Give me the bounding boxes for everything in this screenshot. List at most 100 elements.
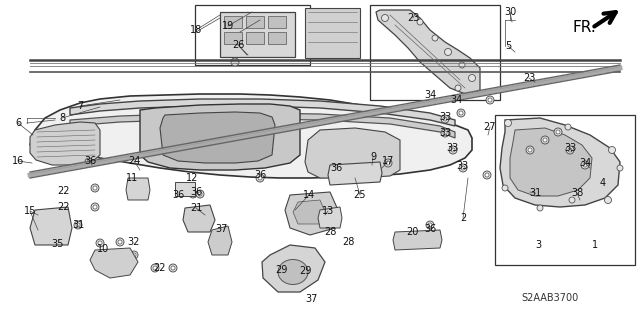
Circle shape — [483, 171, 491, 179]
Text: 23: 23 — [523, 73, 535, 83]
Text: 36: 36 — [330, 163, 342, 173]
Circle shape — [91, 184, 99, 192]
Text: FR.: FR. — [572, 20, 596, 35]
Text: 23: 23 — [407, 13, 419, 23]
Circle shape — [459, 111, 463, 115]
Text: 11: 11 — [126, 173, 138, 183]
Circle shape — [231, 58, 239, 66]
Text: 12: 12 — [186, 173, 198, 183]
Text: 26: 26 — [232, 40, 244, 50]
Circle shape — [443, 117, 447, 121]
Text: 6: 6 — [15, 118, 21, 128]
Circle shape — [565, 124, 571, 130]
Text: 16: 16 — [12, 156, 24, 166]
Text: 25: 25 — [354, 190, 366, 200]
Bar — [268, 32, 286, 44]
Circle shape — [504, 120, 511, 127]
Polygon shape — [30, 94, 472, 178]
Circle shape — [457, 109, 465, 117]
Circle shape — [256, 174, 264, 182]
Circle shape — [451, 148, 455, 152]
Polygon shape — [126, 178, 150, 200]
Polygon shape — [70, 113, 455, 138]
Bar — [268, 16, 286, 28]
Circle shape — [384, 159, 392, 167]
Circle shape — [171, 266, 175, 270]
Circle shape — [443, 131, 447, 135]
Circle shape — [116, 238, 124, 246]
Text: 34: 34 — [424, 90, 436, 100]
Text: 31: 31 — [529, 188, 541, 198]
Polygon shape — [160, 112, 275, 163]
Circle shape — [189, 190, 197, 198]
Circle shape — [526, 146, 534, 154]
Circle shape — [74, 221, 82, 229]
Circle shape — [605, 197, 611, 204]
Text: 27: 27 — [484, 122, 496, 132]
Circle shape — [91, 203, 99, 211]
Circle shape — [459, 62, 465, 68]
Circle shape — [93, 186, 97, 190]
Text: 37: 37 — [305, 294, 317, 304]
Bar — [224, 16, 242, 28]
Polygon shape — [285, 192, 338, 235]
Polygon shape — [208, 226, 232, 255]
Bar — [220, 12, 295, 57]
Text: 22: 22 — [58, 186, 70, 196]
Circle shape — [334, 168, 338, 172]
Circle shape — [617, 165, 623, 171]
Circle shape — [132, 253, 136, 257]
Polygon shape — [328, 162, 382, 185]
Polygon shape — [140, 104, 300, 170]
Text: 33: 33 — [456, 161, 468, 171]
Text: 28: 28 — [324, 227, 336, 237]
Polygon shape — [90, 248, 138, 278]
Text: 33: 33 — [439, 128, 451, 138]
Text: 36: 36 — [190, 187, 202, 197]
Circle shape — [541, 136, 549, 144]
Polygon shape — [393, 230, 442, 250]
Text: 2: 2 — [460, 213, 466, 223]
Text: 34: 34 — [450, 95, 462, 105]
Bar — [495, 115, 635, 265]
Ellipse shape — [278, 259, 308, 285]
Circle shape — [258, 176, 262, 180]
Text: 5: 5 — [505, 41, 511, 51]
Circle shape — [502, 185, 508, 191]
Bar — [305, 8, 360, 58]
Text: 9: 9 — [370, 152, 376, 162]
Text: 8: 8 — [59, 113, 65, 123]
Circle shape — [85, 158, 93, 166]
Circle shape — [417, 19, 423, 25]
Circle shape — [459, 164, 467, 172]
Circle shape — [543, 138, 547, 142]
Text: 24: 24 — [128, 156, 140, 166]
Text: 21: 21 — [190, 203, 202, 213]
Circle shape — [87, 160, 91, 164]
Circle shape — [169, 264, 177, 272]
Circle shape — [432, 35, 438, 41]
Text: 34: 34 — [579, 158, 591, 168]
Circle shape — [449, 146, 457, 154]
Text: 7: 7 — [77, 101, 83, 111]
Circle shape — [569, 197, 575, 203]
Circle shape — [488, 98, 492, 102]
Polygon shape — [376, 10, 480, 95]
Text: 33: 33 — [446, 143, 458, 153]
Circle shape — [386, 161, 390, 165]
Text: 19: 19 — [222, 21, 234, 31]
Text: 33: 33 — [564, 143, 576, 153]
Circle shape — [153, 266, 157, 270]
Circle shape — [151, 264, 159, 272]
Text: 17: 17 — [382, 156, 394, 166]
Polygon shape — [318, 207, 342, 228]
Circle shape — [554, 128, 562, 136]
Text: 29: 29 — [299, 266, 311, 276]
Circle shape — [528, 148, 532, 152]
Text: 3: 3 — [535, 240, 541, 250]
Circle shape — [455, 85, 461, 91]
Circle shape — [98, 241, 102, 245]
Circle shape — [581, 161, 589, 169]
Text: 13: 13 — [322, 206, 334, 216]
Circle shape — [428, 223, 432, 227]
